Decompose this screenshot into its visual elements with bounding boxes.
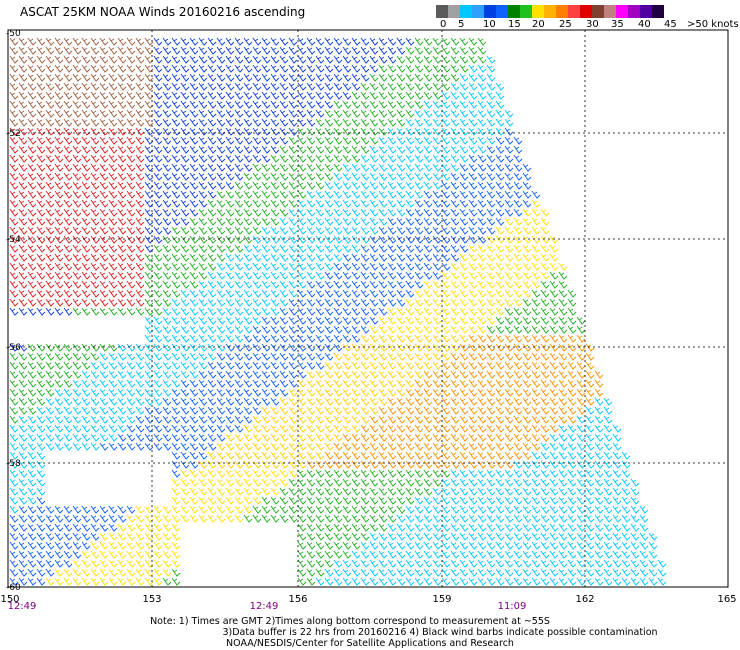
legend-label-35: 35	[611, 19, 624, 30]
legend-swatch	[436, 5, 448, 18]
lon-label-153: 153	[142, 594, 161, 605]
legend-swatch	[544, 5, 556, 18]
note-line-1: Note: 1) Times are GMT 2)Times along bot…	[150, 616, 550, 627]
legend-swatch	[532, 5, 544, 18]
legend-label-25: 25	[559, 19, 572, 30]
note-line-2: 3)Data buffer is 22 hrs from 20160216 4)…	[222, 627, 658, 638]
legend-label-0: 0	[440, 19, 447, 30]
lat-label-60: -60	[6, 583, 21, 593]
legend-swatch	[448, 5, 460, 18]
legend-label-50: >50 knots	[687, 19, 739, 30]
legend-swatch	[472, 5, 484, 18]
lon-label-150: 150	[0, 594, 19, 605]
lat-label-58: -58	[6, 459, 21, 469]
time-label-3: 11:09	[498, 601, 527, 612]
legend-swatch	[652, 5, 664, 18]
lon-label-162: 162	[575, 594, 594, 605]
lon-label-156: 156	[288, 594, 307, 605]
wind-speed-legend	[436, 5, 664, 18]
legend-swatch	[580, 5, 592, 18]
lat-label-52: -52	[6, 129, 21, 139]
legend-label-15: 15	[508, 19, 521, 30]
lat-label-54: -54	[6, 235, 21, 245]
legend-swatch	[568, 5, 580, 18]
lat-label-56: -56	[6, 343, 21, 353]
legend-labels: 0 5 10 15 20 25 30 35 40 45 >50 knots	[436, 19, 740, 33]
time-label-2: 12:49	[250, 601, 279, 612]
map-frame	[7, 29, 729, 588]
legend-label-30: 30	[586, 19, 599, 30]
legend-swatch	[616, 5, 628, 18]
lon-label-159: 159	[432, 594, 451, 605]
legend-label-45: 45	[664, 19, 677, 30]
legend-swatch	[628, 5, 640, 18]
legend-swatch	[640, 5, 652, 18]
lon-labels: 150 153 156 159 162 165	[0, 594, 736, 605]
time-label-1: 12:49	[8, 601, 37, 612]
legend-swatch	[520, 5, 532, 18]
legend-label-40: 40	[638, 19, 651, 30]
lat-label-50: -50	[6, 29, 21, 39]
legend-swatch	[496, 5, 508, 18]
legend-swatch	[604, 5, 616, 18]
legend-swatch	[460, 5, 472, 18]
map-title: ASCAT 25KM NOAA Winds 20160216 ascending	[20, 5, 306, 19]
note-line-3: NOAA/NESDIS/Center for Satellite Applica…	[226, 638, 514, 649]
lon-label-165: 165	[717, 594, 736, 605]
legend-swatch	[484, 5, 496, 18]
lat-lon-grid	[8, 30, 728, 587]
legend-swatch	[556, 5, 568, 18]
lat-labels: -50 -52 -54 -56 -58 -60	[6, 29, 21, 593]
time-labels: 12:49 12:49 11:09	[8, 601, 527, 612]
legend-swatch	[592, 5, 604, 18]
legend-label-5: 5	[458, 19, 465, 30]
legend-label-10: 10	[483, 19, 496, 30]
legend-label-20: 20	[532, 19, 545, 30]
wind-barbs	[9, 37, 667, 586]
legend-swatch	[508, 5, 520, 18]
